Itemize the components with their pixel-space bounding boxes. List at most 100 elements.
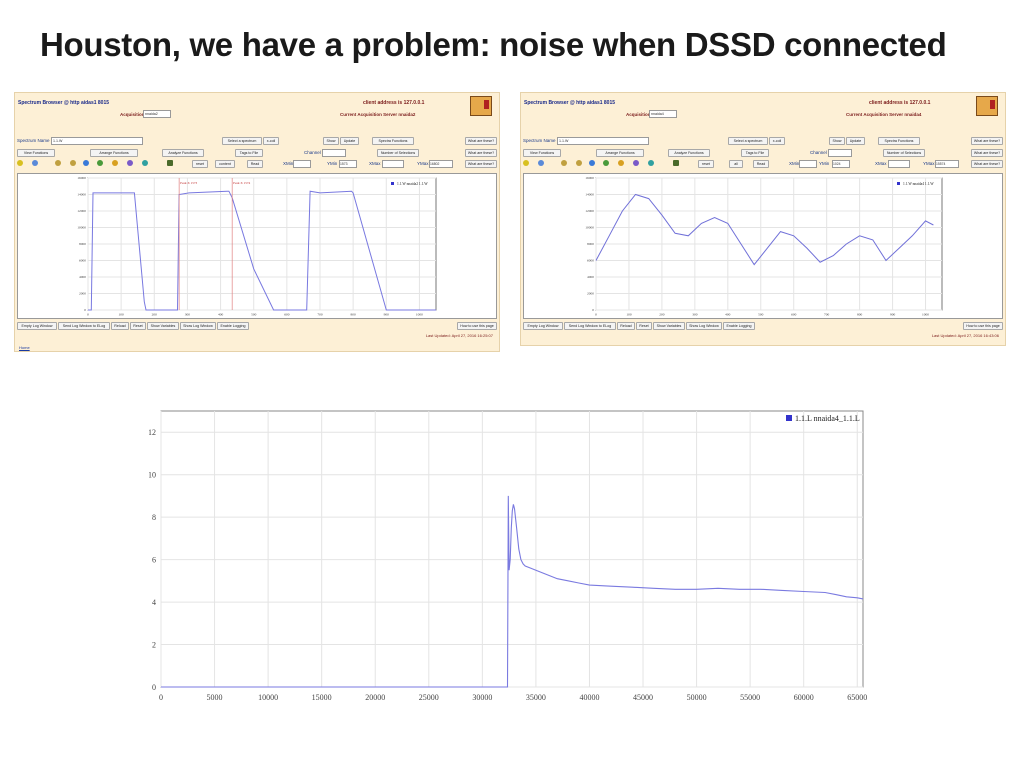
zoom-out-icon[interactable] — [70, 160, 76, 166]
xcoll-button[interactable]: x-coll — [769, 137, 785, 145]
all-button[interactable]: all — [729, 160, 743, 168]
y-tick-label: 6 — [152, 555, 156, 564]
enable-logging-button[interactable]: Enable Logging — [723, 322, 755, 330]
xmin-input[interactable] — [799, 160, 817, 168]
what-are-these-button[interactable]: What are these? — [465, 149, 497, 157]
info-icon[interactable] — [83, 160, 89, 166]
analyze-functions-button[interactable]: Analyze Functions — [668, 149, 710, 157]
footer-buttons: Empty Log Window Send Log Window to ELog… — [17, 322, 497, 331]
acquisition-server-select[interactable]: nnaida4 — [649, 110, 677, 118]
what-are-these-button[interactable]: What are these? — [465, 160, 497, 168]
how-to-use-button[interactable]: How to use this page — [963, 322, 1003, 330]
x-tick-label: 45000 — [633, 693, 653, 702]
read-button[interactable]: Read — [247, 160, 263, 168]
xmax-value: 1024 — [833, 162, 841, 166]
spectra-functions-button[interactable]: Spectra Functions — [878, 137, 920, 145]
expand-icon[interactable] — [127, 160, 133, 166]
spectrum-name-input[interactable]: 1.1.W — [51, 137, 143, 145]
home-link[interactable]: Home — [19, 345, 30, 350]
reset-footer-button[interactable]: Reset — [636, 322, 652, 330]
channel-input[interactable] — [828, 149, 852, 157]
what-are-these-button[interactable]: What are these? — [971, 160, 1003, 168]
radiation-icon[interactable] — [523, 160, 529, 166]
channel-input[interactable] — [322, 149, 346, 157]
spectrum-name-label: Spectrum Name — [523, 138, 556, 143]
ymin-input[interactable] — [382, 160, 404, 168]
arrow-left-icon[interactable] — [97, 160, 103, 166]
select-spectrum-button[interactable]: Select a spectrum — [222, 137, 262, 145]
update-button[interactable]: Update — [340, 137, 359, 145]
spectrum-name-input[interactable]: 1.1.W — [557, 137, 649, 145]
ymax-input[interactable]: 16802 — [429, 160, 453, 168]
radiation-icon[interactable] — [17, 160, 23, 166]
x-tick-label: 800 — [857, 313, 863, 317]
reset-button[interactable]: reset — [192, 160, 208, 168]
spectrum-plot-area: 0 100 200 300 400 500 600 700 800 900 1000 0 2000 400… — [523, 173, 1003, 319]
globe-icon[interactable] — [538, 160, 544, 166]
what-are-these-button[interactable]: What are these? — [971, 149, 1003, 157]
ymax-input[interactable]: 15574 — [935, 160, 959, 168]
arrow-right-icon[interactable] — [112, 160, 118, 166]
send-log-to-elog-button[interactable]: Send Log Window to ELog — [564, 322, 616, 330]
arrange-functions-button[interactable]: Arrange Functions — [90, 149, 138, 157]
what-are-these-button[interactable]: What are these? — [465, 137, 497, 145]
xmax-input[interactable]: 1024 — [832, 160, 850, 168]
x-tick-label: 700 — [317, 313, 323, 317]
view-functions-button[interactable]: View Functions — [523, 149, 561, 157]
empty-log-window-button[interactable]: Empty Log Window — [523, 322, 563, 330]
number-of-selections-button[interactable]: Number of Selections — [883, 149, 925, 157]
image-icon[interactable] — [167, 160, 173, 166]
xcoll-button[interactable]: x-coll — [263, 137, 279, 145]
show-variables-button[interactable]: Show Variables — [653, 322, 685, 330]
expand-icon[interactable] — [633, 160, 639, 166]
show-button[interactable]: Show — [323, 137, 339, 145]
arrow-left-icon[interactable] — [603, 160, 609, 166]
spectra-functions-button[interactable]: Spectra Functions — [372, 137, 414, 145]
reload-button[interactable]: Reload — [111, 322, 129, 330]
globe-icon[interactable] — [32, 160, 38, 166]
info-icon[interactable] — [589, 160, 595, 166]
zoom-out-icon[interactable] — [576, 160, 582, 166]
content-button[interactable]: content — [215, 160, 235, 168]
x-tick-label: 60000 — [794, 693, 814, 702]
acquisition-server-select[interactable]: nnaida2 — [143, 110, 171, 118]
tags-to-file-button[interactable]: Tags to File — [235, 149, 263, 157]
x-tick-label: 900 — [384, 313, 390, 317]
enable-logging-button[interactable]: Enable Logging — [217, 322, 249, 330]
update-button[interactable]: Update — [846, 137, 865, 145]
xmin-input[interactable] — [293, 160, 311, 168]
zoom-in-icon[interactable] — [561, 160, 567, 166]
select-spectrum-button[interactable]: Select a spectrum — [728, 137, 768, 145]
arrange-functions-button[interactable]: Arrange Functions — [596, 149, 644, 157]
show-button[interactable]: Show — [829, 137, 845, 145]
image-icon[interactable] — [673, 160, 679, 166]
reset-footer-button[interactable]: Reset — [130, 322, 146, 330]
show-log-window-button[interactable]: Show Log Window — [686, 322, 722, 330]
arrow-right-icon[interactable] — [618, 160, 624, 166]
x-tick-label: 900 — [890, 313, 896, 317]
y-tick-label: 12000 — [585, 209, 594, 213]
xmax-input[interactable]: 1573 — [339, 160, 357, 168]
show-log-window-button[interactable]: Show Log Window — [180, 322, 216, 330]
send-log-to-elog-button[interactable]: Send Log Window to ELog — [58, 322, 110, 330]
x-tick-label: 800 — [351, 313, 357, 317]
view-functions-button[interactable]: View Functions — [17, 149, 55, 157]
what-are-these-button[interactable]: What are these? — [971, 137, 1003, 145]
refresh-icon[interactable] — [142, 160, 148, 166]
number-of-selections-button[interactable]: Number of Selections — [377, 149, 419, 157]
ymax-value: 16802 — [430, 162, 440, 166]
legend-label: 1.1.L nnaida4_1.1.L — [795, 414, 860, 423]
y-tick-label: 8000 — [79, 242, 86, 246]
reload-button[interactable]: Reload — [617, 322, 635, 330]
how-to-use-button[interactable]: How to use this page — [457, 322, 497, 330]
browser-title: Spectrum Browser @ http aidas1 8015 — [524, 100, 616, 106]
reset-button[interactable]: reset — [698, 160, 714, 168]
tags-to-file-button[interactable]: Tags to File — [741, 149, 769, 157]
show-variables-button[interactable]: Show Variables — [147, 322, 179, 330]
empty-log-window-button[interactable]: Empty Log Window — [17, 322, 57, 330]
analyze-functions-button[interactable]: Analyze Functions — [162, 149, 204, 157]
refresh-icon[interactable] — [648, 160, 654, 166]
zoom-in-icon[interactable] — [55, 160, 61, 166]
read-button[interactable]: Read — [753, 160, 769, 168]
ymin-input[interactable] — [888, 160, 910, 168]
